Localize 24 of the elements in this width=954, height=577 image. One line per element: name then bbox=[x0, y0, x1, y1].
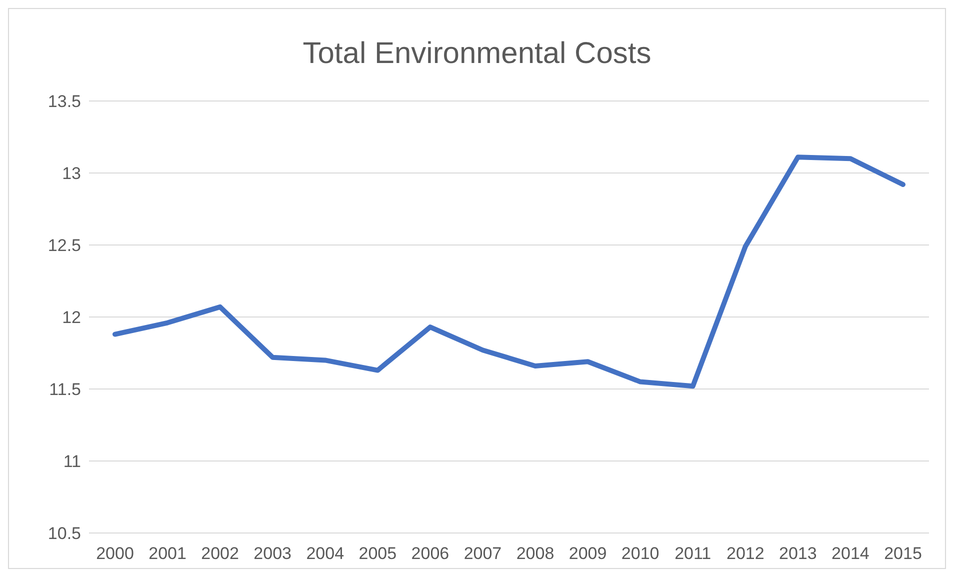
y-tick-label: 11 bbox=[63, 452, 81, 472]
x-tick-label: 2003 bbox=[254, 544, 292, 564]
y-tick-label: 10.5 bbox=[48, 524, 81, 544]
y-tick-label: 12.5 bbox=[48, 236, 81, 256]
x-tick-label: 2014 bbox=[832, 544, 870, 564]
x-tick-label: 2011 bbox=[674, 544, 712, 564]
x-tick-label: 2008 bbox=[516, 544, 554, 564]
y-tick-label: 13.5 bbox=[48, 92, 81, 112]
x-tick-label: 2000 bbox=[96, 544, 134, 564]
x-tick-label: 2010 bbox=[621, 544, 660, 564]
x-tick-label: 2007 bbox=[464, 544, 502, 564]
y-tick-label: 13 bbox=[62, 164, 81, 184]
y-tick-label: 11.5 bbox=[49, 380, 81, 400]
x-tick-label: 2004 bbox=[306, 544, 344, 564]
x-tick-label: 2005 bbox=[358, 544, 397, 564]
x-tick-label: 2001 bbox=[148, 544, 186, 564]
y-tick-label: 12 bbox=[62, 308, 81, 328]
x-tick-label: 2015 bbox=[884, 544, 922, 564]
x-tick-label: 2002 bbox=[201, 544, 239, 564]
x-tick-label: 2013 bbox=[779, 544, 817, 564]
x-tick-label: 2009 bbox=[568, 544, 607, 564]
x-tick-label: 2006 bbox=[411, 544, 450, 564]
x-tick-label: 2012 bbox=[726, 544, 764, 564]
chart-title: Total Environmental Costs bbox=[302, 36, 652, 72]
